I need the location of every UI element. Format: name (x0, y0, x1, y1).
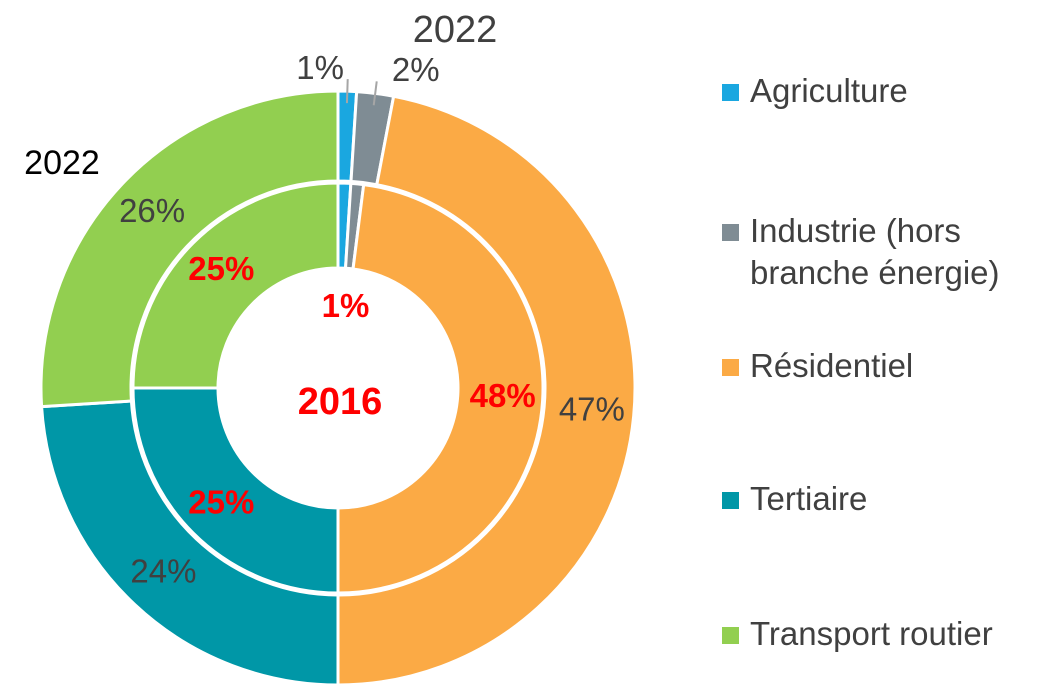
legend-item: Industrie (hors branche énergie) (722, 210, 1052, 294)
legend-label: Industrie (hors branche énergie) (750, 212, 1000, 291)
data-label: 1% (322, 287, 370, 324)
data-label: 2% (392, 51, 440, 88)
data-label: 47% (559, 391, 625, 428)
legend-swatch (722, 84, 739, 101)
center-label: 2016 (298, 381, 383, 423)
legend-swatch (722, 492, 739, 509)
legend-swatch (722, 627, 739, 644)
outer-year-label: 2022 (413, 9, 498, 51)
leader-line (345, 79, 349, 104)
legend-item: Agriculture (722, 70, 908, 112)
data-label: 26% (119, 192, 185, 229)
donut-slice (39, 89, 340, 409)
legend-item: Résidentiel (722, 345, 913, 387)
legend-label: Agriculture (750, 72, 908, 109)
legend-swatch (722, 359, 739, 376)
data-label: 1% (296, 49, 344, 86)
data-label: 24% (130, 553, 196, 590)
legend-item: Tertiaire (722, 478, 867, 520)
data-label: 48% (470, 377, 536, 414)
leader-line (372, 81, 378, 106)
legend-item: Transport routier (722, 613, 993, 655)
donut-slice (39, 399, 340, 687)
annotation: 2022 (24, 144, 100, 182)
legend-swatch (722, 224, 739, 241)
legend-label: Transport routier (750, 615, 993, 652)
donut-slice (336, 94, 637, 687)
data-label: 25% (188, 483, 254, 520)
legend-label: Tertiaire (750, 480, 868, 517)
donut-slice (336, 182, 545, 595)
donut-slice (131, 181, 340, 390)
legend-label: Résidentiel (750, 347, 914, 384)
data-label: 25% (188, 250, 254, 287)
donut-slice (131, 386, 340, 595)
